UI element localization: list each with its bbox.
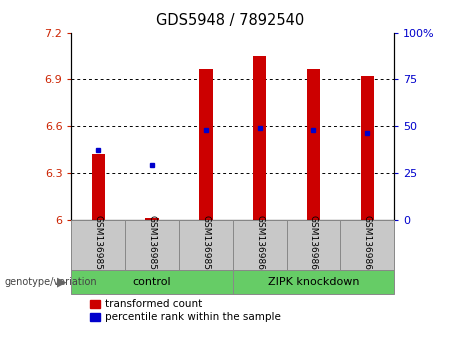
Bar xyxy=(92,154,105,220)
Bar xyxy=(233,270,394,294)
Text: GSM1369857: GSM1369857 xyxy=(148,215,157,276)
Bar xyxy=(307,69,320,220)
Text: GSM1369862: GSM1369862 xyxy=(255,215,264,276)
Bar xyxy=(145,218,159,220)
Bar xyxy=(199,69,213,220)
Text: GSM1369858: GSM1369858 xyxy=(201,215,210,276)
Bar xyxy=(287,220,340,270)
Text: control: control xyxy=(133,277,171,287)
Bar xyxy=(361,76,374,220)
Bar xyxy=(253,56,266,220)
Bar xyxy=(179,220,233,270)
Text: GDS5948 / 7892540: GDS5948 / 7892540 xyxy=(156,13,305,28)
Bar xyxy=(233,220,287,270)
Legend: transformed count, percentile rank within the sample: transformed count, percentile rank withi… xyxy=(90,299,281,322)
Bar xyxy=(340,220,394,270)
Text: ZIPK knockdown: ZIPK knockdown xyxy=(268,277,359,287)
Text: GSM1369863: GSM1369863 xyxy=(309,215,318,276)
Bar xyxy=(71,270,233,294)
Bar xyxy=(125,220,179,270)
Text: GSM1369856: GSM1369856 xyxy=(94,215,103,276)
Text: GSM1369864: GSM1369864 xyxy=(363,215,372,276)
Text: ▶: ▶ xyxy=(57,276,67,289)
Bar xyxy=(71,220,125,270)
Text: genotype/variation: genotype/variation xyxy=(5,277,97,287)
